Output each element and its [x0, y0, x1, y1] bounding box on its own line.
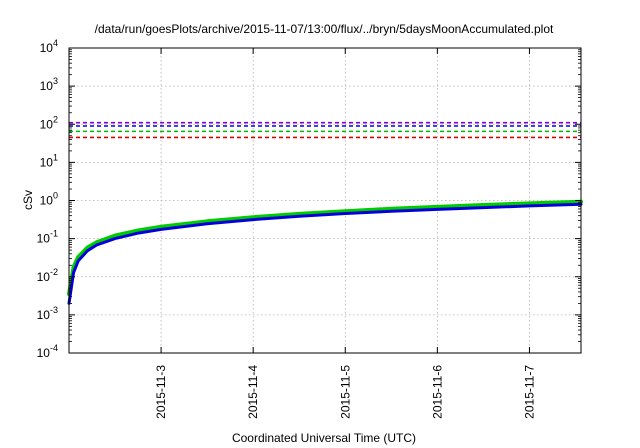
- y-tick-label: 10-3: [37, 305, 58, 322]
- y-tick-label: 10-2: [37, 267, 58, 284]
- grid-lines: [69, 48, 581, 353]
- x-axis-label: Coordinated Universal Time (UTC): [232, 431, 416, 445]
- series-line-1: [67, 199, 583, 297]
- x-tick-label: 2015-11-4: [246, 365, 260, 419]
- y-tick-label: 100: [40, 191, 58, 208]
- y-tick-label: 104: [40, 38, 58, 55]
- y-axis-label: cSv: [21, 190, 35, 210]
- y-tick-label: 10-1: [37, 229, 58, 246]
- series-line-2: [67, 202, 583, 305]
- chart-title: /data/run/goesPlots/archive/2015-11-07/1…: [95, 22, 554, 36]
- x-tick-label: 2015-11-6: [430, 365, 444, 419]
- y-tick-label: 101: [40, 152, 58, 169]
- series-lines: [67, 199, 583, 305]
- x-tick-label: 2015-11-3: [154, 365, 168, 419]
- threshold-lines: [69, 121, 581, 139]
- y-tick-label: 103: [40, 76, 58, 93]
- x-tick-label: 2015-11-7: [522, 365, 536, 419]
- y-tick-label: 102: [40, 114, 58, 131]
- axes: 104 103 102 101 100 10-1 10-2 10-3 10-4 2015-11-3…: [37, 38, 582, 419]
- x-tick-label: 2015-11-5: [338, 365, 352, 419]
- y-tick-label: 10-4: [37, 343, 58, 360]
